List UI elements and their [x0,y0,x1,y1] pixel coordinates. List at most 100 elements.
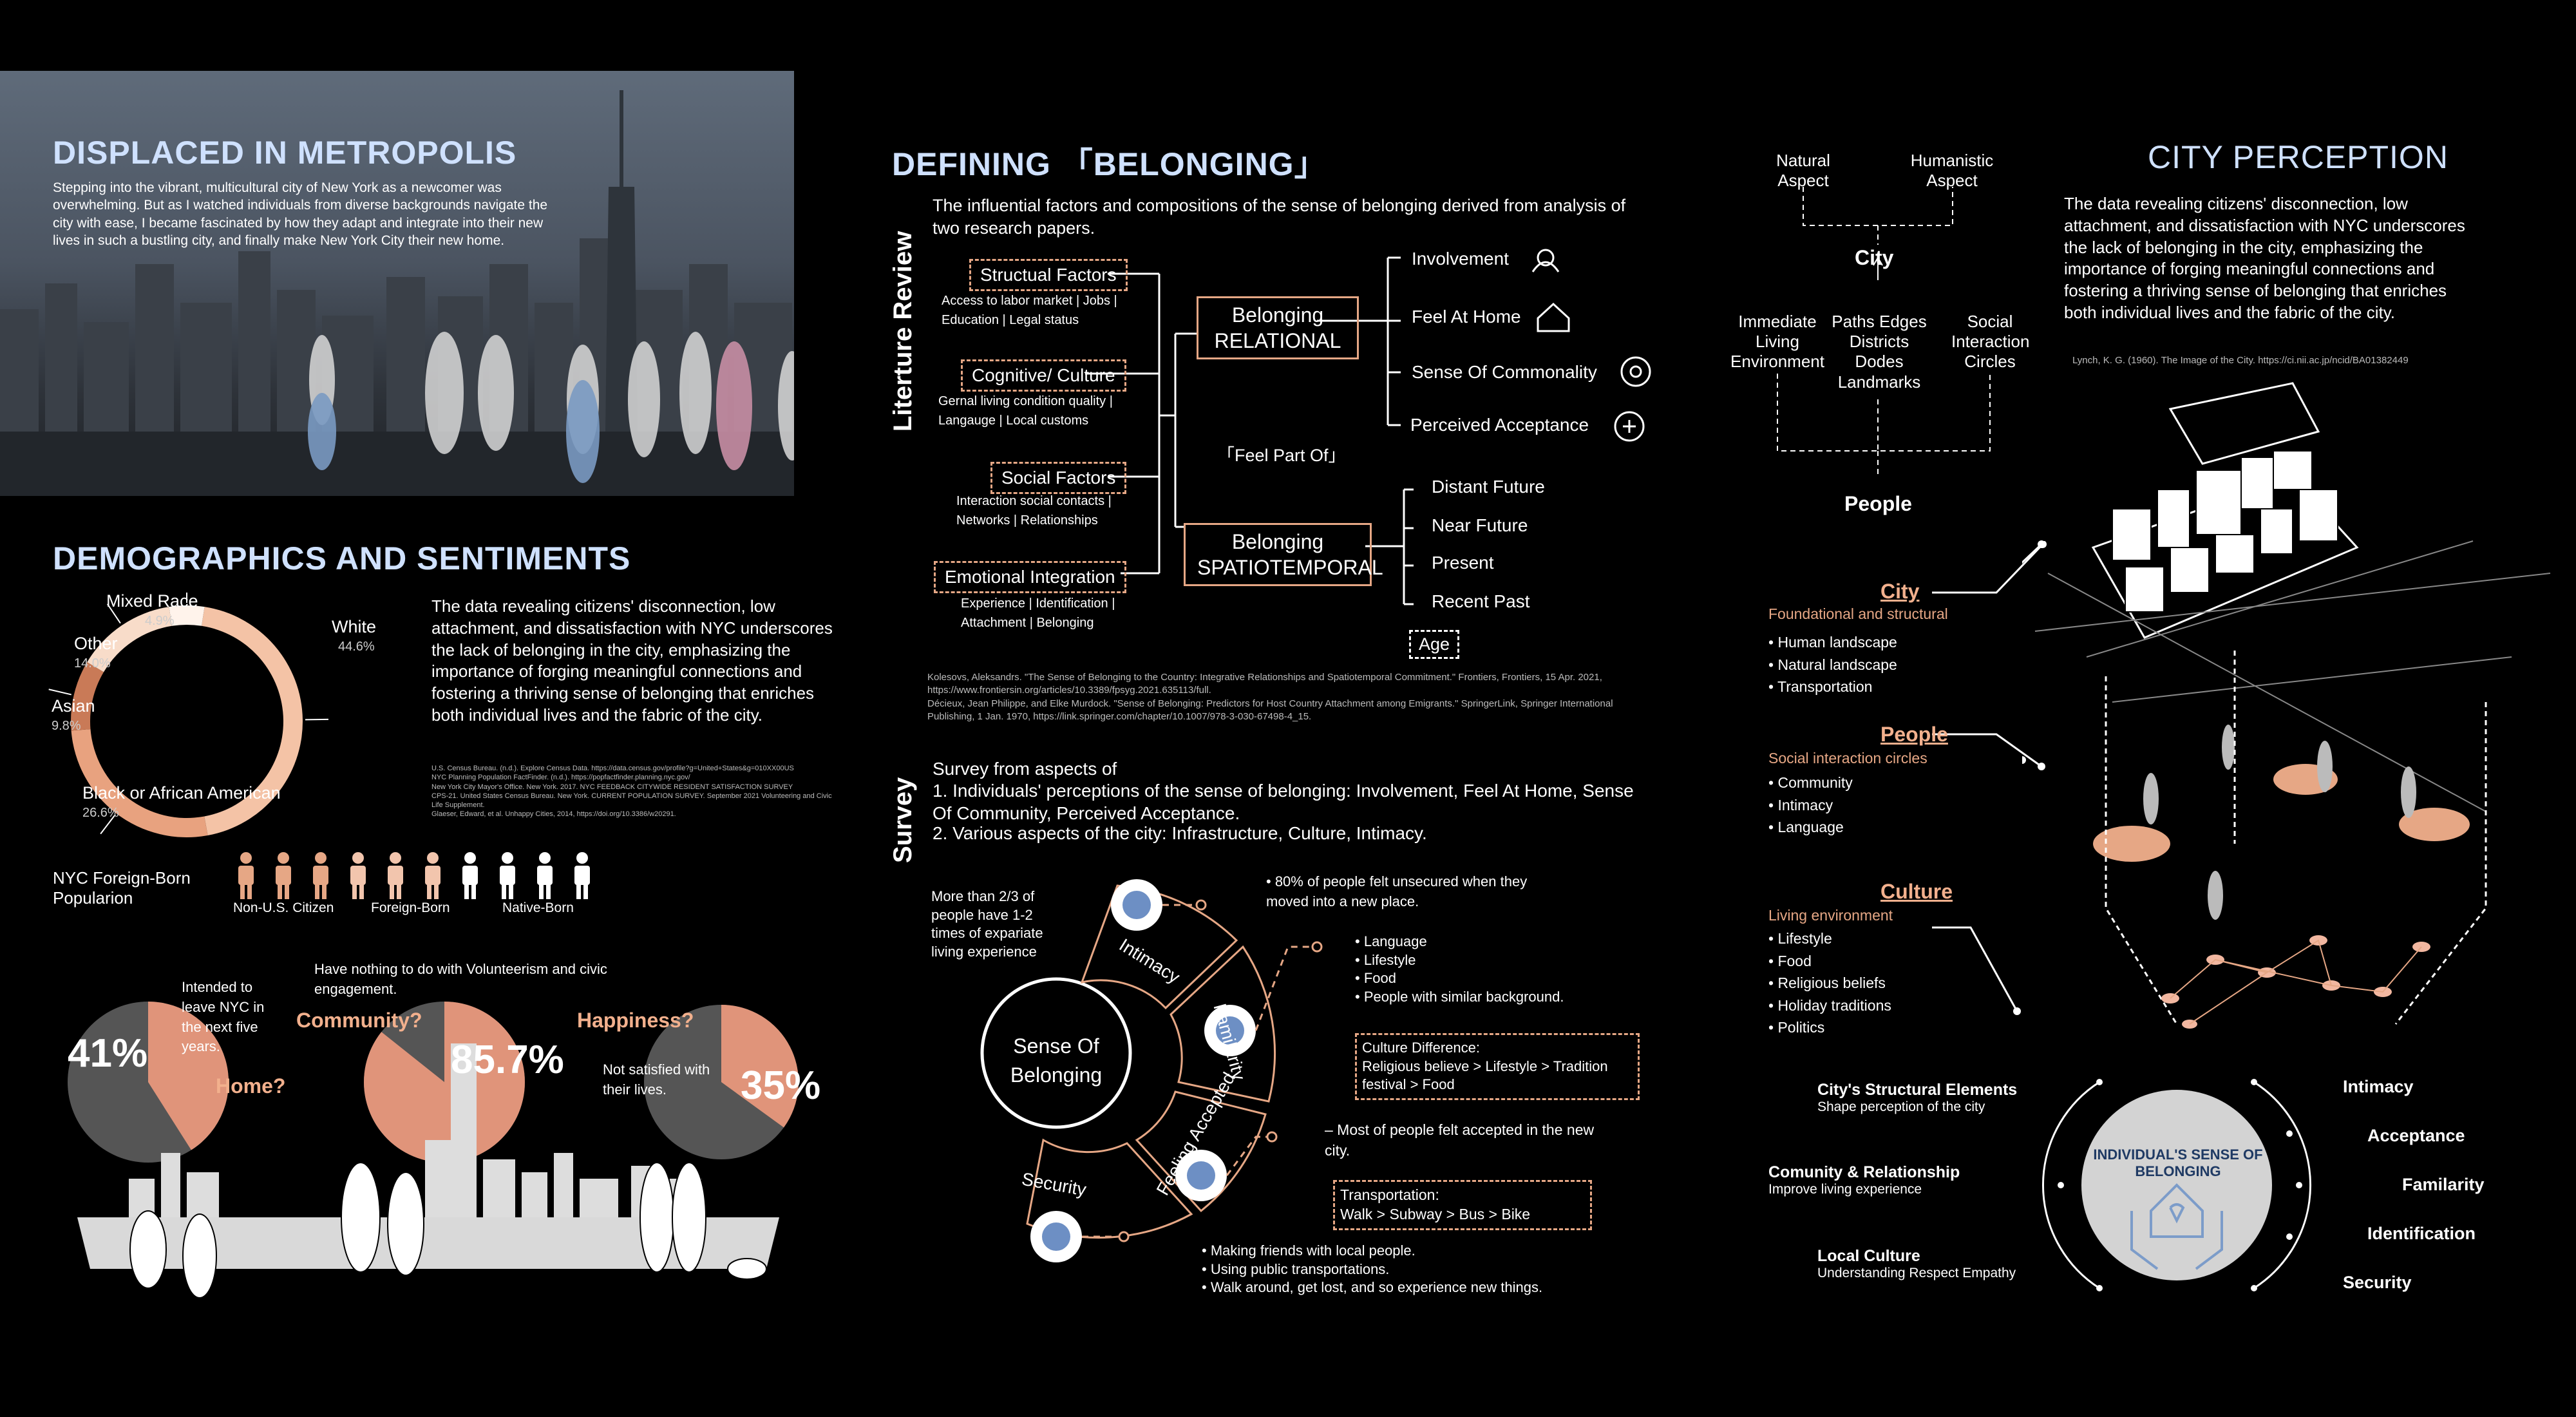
tree-city: City [1855,246,1894,269]
culture-difference-title: Culture Difference: [1362,1040,1481,1056]
donut-leader-line [106,604,121,624]
community-item: Comunity & Relationship Improve living e… [1768,1163,1960,1197]
time-recent-past: Recent Past [1432,591,1530,611]
relational-icons [1531,249,1651,442]
donut-slice [71,662,104,731]
community-pct: 85.7% [451,1038,564,1082]
right-text: The data revealing citizens' disconnecti… [2064,194,2465,322]
lit-refs: Kolesovs, Aleksandrs. "The Sense of Belo… [927,671,1649,723]
skyline-illustration [0,90,794,496]
list-item: Food [1355,969,1564,988]
donut-value-label: 9.8% [52,719,81,733]
isometric-city-illustration [2022,382,2551,1029]
donut-value-label: 44.6% [338,640,375,654]
accepted-note: – Most of people felt accepted in the ne… [1325,1121,1595,1159]
ref-line: Glaeser, Edward, et al. Unhappy Cities, … [431,810,676,819]
left-title: DISPLACED IN METROPOLIS [53,135,517,171]
tree-social: Social Interaction Circles [1951,312,2030,372]
relational-commonality: Sense Of Commonality [1412,362,1597,382]
person-icon [276,852,291,899]
middle-title: DEFINING 「BELONGING」 [892,146,1327,182]
factor-emotional: Emotional Integration [934,561,1126,593]
demo-refs: U.S. Census Bureau. (n.d.). Explore Cens… [431,764,844,819]
home-icon [1537,302,1570,332]
hero-photo [0,71,794,496]
community-note: Have nothing to do with Volunteerism and… [314,961,607,997]
relational-involvement: Involvement [1412,249,1509,269]
lit-intro: The influential factors and compositions… [933,196,1626,238]
belonging-relational-box: Belonging RELATIONAL [1197,296,1359,359]
happiness-pct: 35% [741,1063,821,1108]
factor-social: Social Factors [990,462,1127,494]
ref-line: Décieux, Jean Philippe, and Elke Murdock… [927,698,1613,722]
acceptance-icon [1614,411,1645,442]
donut-category-label: Black or African American [82,783,281,803]
annot-people-sub: Social interaction circles [1768,750,1927,766]
lit-connectors [1085,256,1414,605]
label-foreign-born: Foreign-Born [371,900,450,915]
local-culture-item: Local Culture Understanding Respect Empa… [1817,1247,2016,1281]
outcome-intimacy: Intimacy [2343,1077,2414,1096]
list-item: Food [1768,950,1891,973]
happiness-note: Not satisfied with their lives. [603,1061,710,1098]
outcome-acceptance: Acceptance [2367,1126,2465,1145]
annot-city-sub: Foundational and structural [1768,605,1948,622]
donut-leader-line [100,815,115,835]
transportation-title: Transportation: [1340,1186,1439,1203]
belonging-spatiotemporal-box: Belonging SPATIOTEMPORAL [1184,523,1383,586]
donut-slice [87,607,172,672]
left-intro: Stepping into the vibrant, multicultural… [53,180,548,248]
item-heading: Local Culture [1817,1247,1920,1265]
person-pictogram-row [238,852,590,899]
stats-illustration [68,1002,799,1298]
center-label-2: Belonging [1010,1063,1102,1087]
list-item: Language [1355,933,1564,951]
donut-category-label: Asian [52,696,95,716]
relational-feel-at-home: Feel At Home [1412,307,1521,327]
race-donut-chart: White 44.6% Black or African American 26.6%… [48,593,376,837]
outcome-security: Security [2343,1273,2412,1292]
list-item: Politics [1768,1016,1891,1039]
home-pct: 41% [68,1031,148,1076]
demo-title: DEMOGRAPHICS AND SENTIMENTS [53,540,631,576]
list-item: Making friends with local people. [1202,1242,1542,1260]
tree-people: People [1844,492,1912,515]
commonality-icon [1620,356,1651,387]
familiarity-list: Language Lifestyle Food People with simi… [1355,933,1564,1006]
list-item: Holiday traditions [1768,994,1891,1017]
list-item: Community [1768,772,1852,794]
annot-people-list: Community Intimacy Language [1768,772,1853,839]
center-label-1: Sense Of [1013,1034,1099,1058]
age-box: Age [1409,630,1460,659]
time-present: Present [1432,553,1494,573]
survey-point-2: 2. Various aspects of the city: Infrastr… [933,823,1427,843]
humanistic-aspect: Humanistic Aspect [1910,151,1994,191]
donut-category-label: Mixed Race [106,593,198,611]
item-sub: Understanding Respect Empathy [1817,1266,2016,1280]
list-item: Human landscape [1768,631,1897,654]
person-icon [537,852,553,899]
stat-pie-slice [148,1002,229,1150]
transportation-box: Transportation: Walk > Subway > Bus > Bi… [1333,1180,1592,1230]
list-item: Language [1768,816,1853,839]
list-item: Walk around, get lost, and so experience… [1202,1279,1542,1297]
list-item: Using public transportations. [1202,1260,1542,1279]
ref-line: Kolesovs, Aleksandrs. "The Sense of Belo… [927,672,1602,696]
ref-line: CPS-21. United States Census Bureau. New… [431,792,832,810]
list-item: Transportation [1768,676,1897,698]
culture-difference-body: Religious believe > Lifestyle > Traditio… [1362,1058,1608,1093]
outcome-identification: Identification [2367,1224,2476,1243]
donut-value-label: 26.6% [82,806,119,820]
core-label: INDIVIDUAL'S SENSE OF BELONGING [2093,1146,2263,1179]
factor-structual: Structual Factors [969,259,1128,291]
tree-paths: Paths Edges Districts Dodes Landmarks [1832,312,1927,392]
donut-leader-line [48,689,71,696]
factor-cognitive-sub: Gernal living condition quality | Langau… [938,394,1113,428]
demo-text: The data revealing citizens' disconnecti… [431,596,833,725]
list-item: Natural landscape [1768,654,1897,676]
survey-intro: Survey from aspects of [933,759,1117,779]
perception-tree-lines [1777,187,1991,477]
community-question: Community? [296,1009,422,1032]
donut-category-label: Other [74,634,118,653]
donut-slice [169,605,205,626]
